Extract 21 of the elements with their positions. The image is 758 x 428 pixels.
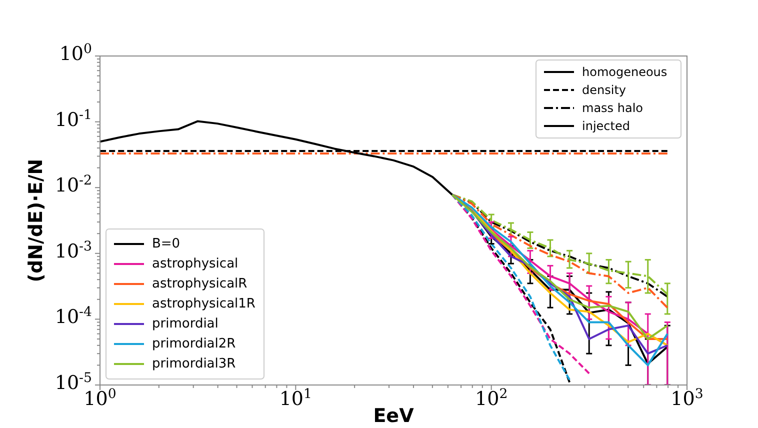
legend-label: astrophysical [152,256,238,272]
x-tick-label: 10$^{3}$ [670,386,704,410]
y-tick-label: 10$^{-1}$ [54,107,92,131]
legend-label: astrophysical1R [152,296,256,312]
annotation: homogeneous [582,65,668,79]
y-tick-label: 10$^{-3}$ [54,238,92,262]
y-tick-label: 10$^{-4}$ [54,304,92,328]
legend-label: primordial3R [152,356,236,372]
x-tick-label: 10$^{2}$ [475,386,508,410]
annotation: mass halo [582,101,643,115]
legend-label: B=0 [152,236,180,252]
annotation: density [582,83,626,97]
legend-label: astrophysicalR [152,276,248,292]
y-axis-title: (dN/dE)·E/N [25,158,47,282]
x-axis-title: EeV [373,405,414,427]
annotation: injected [582,119,630,133]
x-tick-label: 10$^{1}$ [279,386,312,410]
y-tick-label: 10$^{0}$ [59,42,92,65]
legend-label: primordial [152,316,218,332]
legend-label: primordial2R [152,336,236,352]
y-tick-label: 10$^{-2}$ [54,173,92,197]
